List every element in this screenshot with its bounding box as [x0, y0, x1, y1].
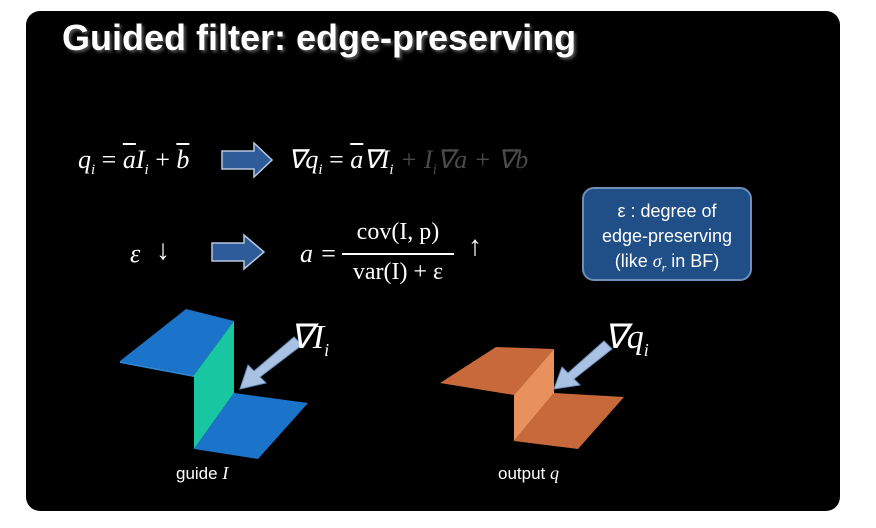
- caption-text: guide: [176, 464, 223, 483]
- callout-text: in BF): [666, 251, 720, 271]
- eq-nabla-I: ∇I: [363, 145, 390, 174]
- grad-subscript: i: [324, 339, 330, 360]
- callout-line: edge-preserving: [601, 226, 733, 246]
- epsilon-callout: ε : degree of edge-preserving (like σr i…: [582, 187, 752, 281]
- sigma-subscript: r: [661, 260, 667, 275]
- sigma-symbol: σ: [652, 251, 662, 271]
- slide-graphics: [120, 141, 624, 459]
- caption-var: I: [222, 463, 229, 483]
- grad-subscript: i: [643, 339, 649, 360]
- callout-text: (like: [614, 251, 653, 271]
- grad-symbol: ∇I: [290, 319, 325, 356]
- caption-var: q: [550, 463, 559, 483]
- eq-q: q: [78, 145, 91, 174]
- eq-plus: +: [148, 145, 177, 174]
- equation-gradient: ∇qi = a∇Ii + Ii∇a + ∇b: [288, 145, 528, 179]
- grad-I-label: ∇Ii: [290, 317, 329, 361]
- eq-b-bar: b: [176, 145, 190, 174]
- pointer-arrow-icon: [553, 340, 613, 390]
- guide-surface: [120, 309, 308, 459]
- block-arrow-right-icon: [211, 233, 266, 271]
- grad-q-label: ∇qi: [604, 317, 649, 361]
- fraction-bar: [342, 253, 454, 255]
- equation-guided-filter: qi = aIi + b: [78, 145, 189, 179]
- up-arrow-icon: ↑: [468, 231, 482, 262]
- slide-title: Guided filter: edge-preserving: [62, 17, 577, 58]
- guide-caption: guide I: [176, 463, 228, 484]
- output-caption: output q: [498, 463, 559, 484]
- output-surface: [440, 347, 624, 449]
- fraction-denominator: var(I) + ε: [352, 259, 444, 285]
- eq-equals: =: [101, 145, 123, 174]
- eq-sub: i: [432, 162, 437, 179]
- epsilon-symbol: ε: [130, 239, 141, 268]
- eq-I: I: [135, 145, 145, 174]
- eq-sub: i: [318, 162, 323, 179]
- fraction-numerator: cov(I, p): [356, 219, 440, 245]
- callout-line: ε : degree of: [617, 201, 717, 221]
- eq-nabla-q: ∇q: [288, 145, 319, 174]
- eq-a-bar: a: [350, 145, 364, 174]
- eq-a-bar: a: [122, 145, 136, 174]
- caption-text: output: [498, 464, 550, 483]
- block-arrow-right-icon: [221, 141, 274, 179]
- down-arrow-icon: ↓: [156, 235, 170, 266]
- slide: Guided filter: edge-preserving: [26, 11, 840, 511]
- eq-faded-term: + I: [399, 145, 433, 174]
- callout-line: (like σr in BF): [584, 249, 750, 281]
- pointer-arrow-icon: [239, 336, 303, 390]
- eq-sub: i: [144, 162, 149, 179]
- eq-equals: =: [322, 145, 351, 174]
- eq-sub: i: [389, 162, 394, 179]
- eq-faded-term: ∇a + ∇b: [436, 145, 529, 174]
- grad-symbol: ∇q: [604, 319, 644, 356]
- eq-sub: i: [91, 162, 96, 179]
- eq-a-equals: a =: [300, 239, 338, 268]
